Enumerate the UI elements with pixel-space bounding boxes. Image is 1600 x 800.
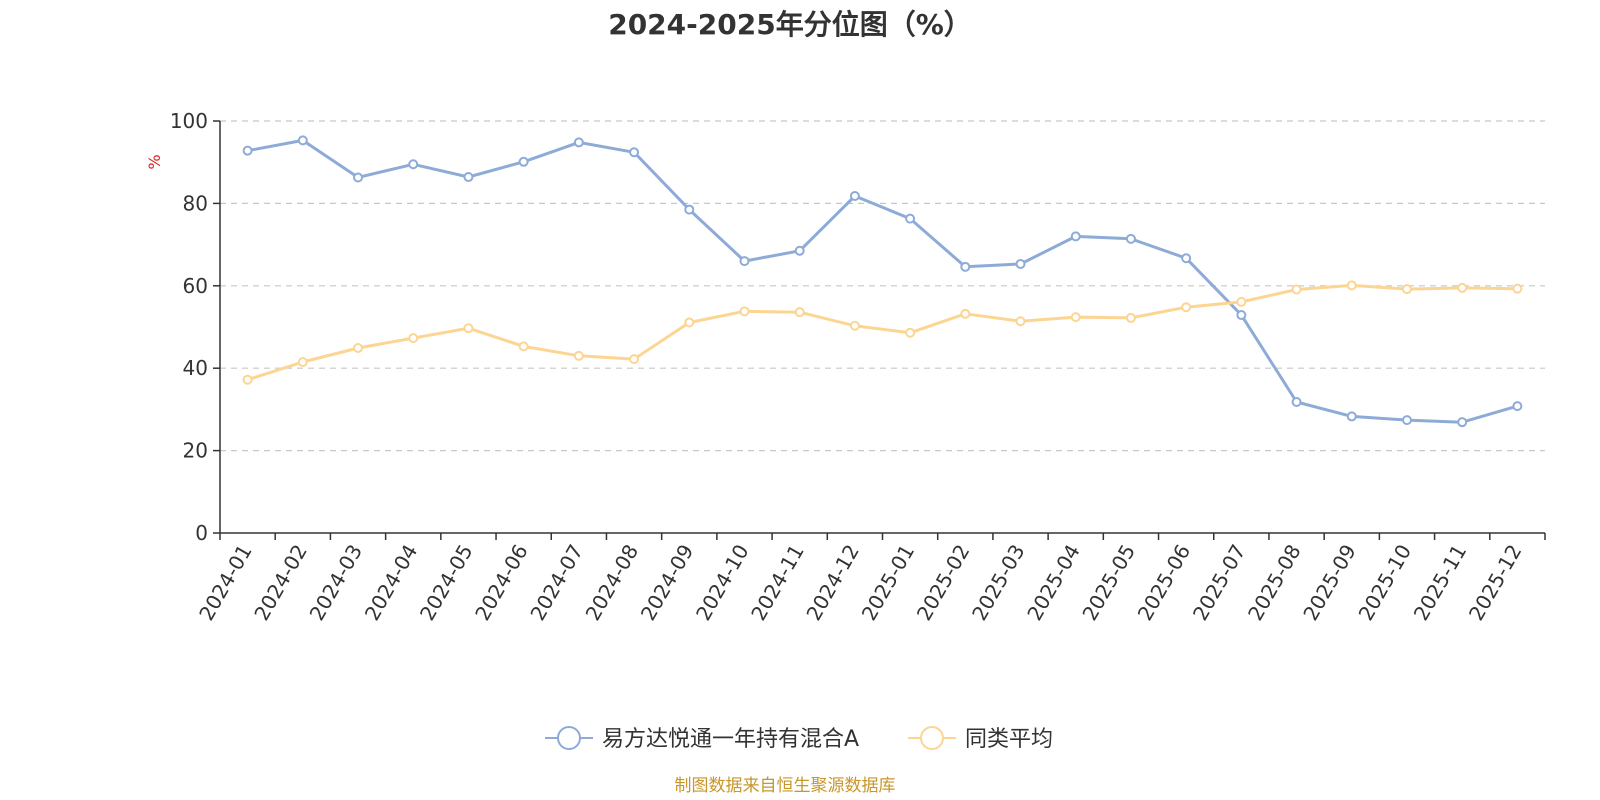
- x-tick-label: 2024-08: [581, 540, 644, 624]
- data-point[interactable]: [297, 135, 308, 146]
- data-point[interactable]: [1236, 310, 1247, 321]
- data-point[interactable]: [1070, 231, 1081, 242]
- data-point[interactable]: [960, 308, 971, 319]
- x-tick-label: 2025-08: [1243, 540, 1306, 624]
- series-group: [242, 135, 1523, 428]
- data-point[interactable]: [1401, 415, 1412, 426]
- data-point[interactable]: [297, 357, 308, 368]
- chart-title: 2024-2025年分位图（%）: [608, 8, 972, 41]
- x-tick-label: 2024-02: [249, 540, 312, 624]
- legend-label: 同类平均: [965, 727, 1053, 752]
- axes: 0 20 40 60 80 100 2024-012024-022024-032024-04…: [170, 109, 1546, 625]
- x-tick-label: 2025-02: [912, 540, 975, 624]
- data-point[interactable]: [408, 333, 419, 344]
- data-point[interactable]: [242, 145, 253, 156]
- data-point[interactable]: [1015, 258, 1026, 269]
- data-point[interactable]: [849, 320, 860, 331]
- x-tick-label: 2024-06: [470, 540, 533, 624]
- data-point[interactable]: [1291, 396, 1302, 407]
- y-axis-label: %: [145, 154, 164, 169]
- data-point[interactable]: [1181, 253, 1192, 264]
- x-tick-label: 2024-12: [801, 540, 864, 624]
- data-point[interactable]: [1236, 296, 1247, 307]
- data-point[interactable]: [794, 245, 805, 256]
- data-point[interactable]: [1512, 283, 1523, 294]
- data-point[interactable]: [1346, 280, 1357, 291]
- y-tick-label: 40: [183, 356, 208, 380]
- x-tick-label: 2025-03: [967, 540, 1030, 624]
- x-tick-label: 2025-04: [1022, 540, 1085, 624]
- y-tick-label: 0: [195, 521, 208, 545]
- x-tick-label: 2024-03: [305, 540, 368, 624]
- data-point[interactable]: [1015, 316, 1026, 327]
- data-point[interactable]: [463, 172, 474, 183]
- x-tick-label: 2025-12: [1464, 540, 1527, 624]
- data-point[interactable]: [1512, 401, 1523, 412]
- x-tick-label: 2024-09: [636, 540, 699, 624]
- y-tick-label: 100: [170, 109, 208, 133]
- data-point[interactable]: [1291, 284, 1302, 295]
- data-point[interactable]: [573, 137, 584, 148]
- data-point[interactable]: [518, 156, 529, 167]
- data-point[interactable]: [353, 172, 364, 183]
- x-tick-label: 2025-10: [1353, 540, 1416, 624]
- data-point[interactable]: [1125, 312, 1136, 323]
- data-point[interactable]: [849, 190, 860, 201]
- x-tick-label: 2025-05: [1077, 540, 1140, 624]
- data-point[interactable]: [629, 147, 640, 158]
- legend-label: 易方达悦通一年持有混合A: [602, 727, 859, 752]
- x-tick-label: 2024-04: [360, 540, 423, 624]
- x-tick-label: 2025-07: [1188, 540, 1251, 624]
- data-point[interactable]: [573, 350, 584, 361]
- legend-marker-icon: [557, 726, 581, 750]
- data-point[interactable]: [905, 327, 916, 338]
- data-point[interactable]: [1457, 417, 1468, 428]
- data-point[interactable]: [905, 213, 916, 224]
- series-1: [242, 135, 1523, 428]
- data-point[interactable]: [242, 374, 253, 385]
- legend-item-2[interactable]: 同类平均: [908, 726, 1053, 752]
- data-point[interactable]: [629, 354, 640, 365]
- x-tick-label: 2025-06: [1133, 540, 1196, 624]
- series-line: [247, 138, 1518, 424]
- data-point[interactable]: [1181, 302, 1192, 313]
- legend-item-1[interactable]: 易方达悦通一年持有混合A: [545, 726, 859, 752]
- x-tick-label: 2024-10: [691, 540, 754, 624]
- x-tick-label: 2025-01: [857, 540, 920, 624]
- x-tick-label: 2024-11: [746, 540, 809, 624]
- data-point[interactable]: [1457, 282, 1468, 293]
- data-point[interactable]: [794, 307, 805, 318]
- x-tick-label: 2024-01: [194, 540, 257, 624]
- x-tick-label: 2025-11: [1409, 540, 1472, 624]
- data-point[interactable]: [463, 323, 474, 334]
- legend[interactable]: 易方达悦通一年持有混合A 同类平均: [545, 726, 1053, 752]
- data-point[interactable]: [739, 306, 750, 317]
- data-source-note: 制图数据来自恒生聚源数据库: [675, 776, 896, 796]
- legend-marker-icon: [920, 726, 944, 750]
- grid-lines: [220, 120, 1545, 452]
- x-tick-label: 2024-07: [525, 540, 588, 624]
- y-tick-label: 20: [183, 439, 208, 463]
- data-point[interactable]: [684, 317, 695, 328]
- data-point[interactable]: [739, 256, 750, 267]
- data-point[interactable]: [1346, 411, 1357, 422]
- y-tick-label: 80: [183, 191, 208, 215]
- data-point[interactable]: [684, 204, 695, 215]
- series-2: [242, 280, 1523, 385]
- x-tick-label: 2025-09: [1298, 540, 1361, 624]
- data-point[interactable]: [1401, 284, 1412, 295]
- data-point[interactable]: [1125, 233, 1136, 244]
- data-point[interactable]: [408, 159, 419, 170]
- x-tick-label: 2024-05: [415, 540, 478, 624]
- y-tick-label: 60: [183, 274, 208, 298]
- data-point[interactable]: [353, 343, 364, 354]
- data-point[interactable]: [960, 261, 971, 272]
- data-point[interactable]: [518, 341, 529, 352]
- data-point[interactable]: [1070, 312, 1081, 323]
- series-line: [247, 283, 1518, 382]
